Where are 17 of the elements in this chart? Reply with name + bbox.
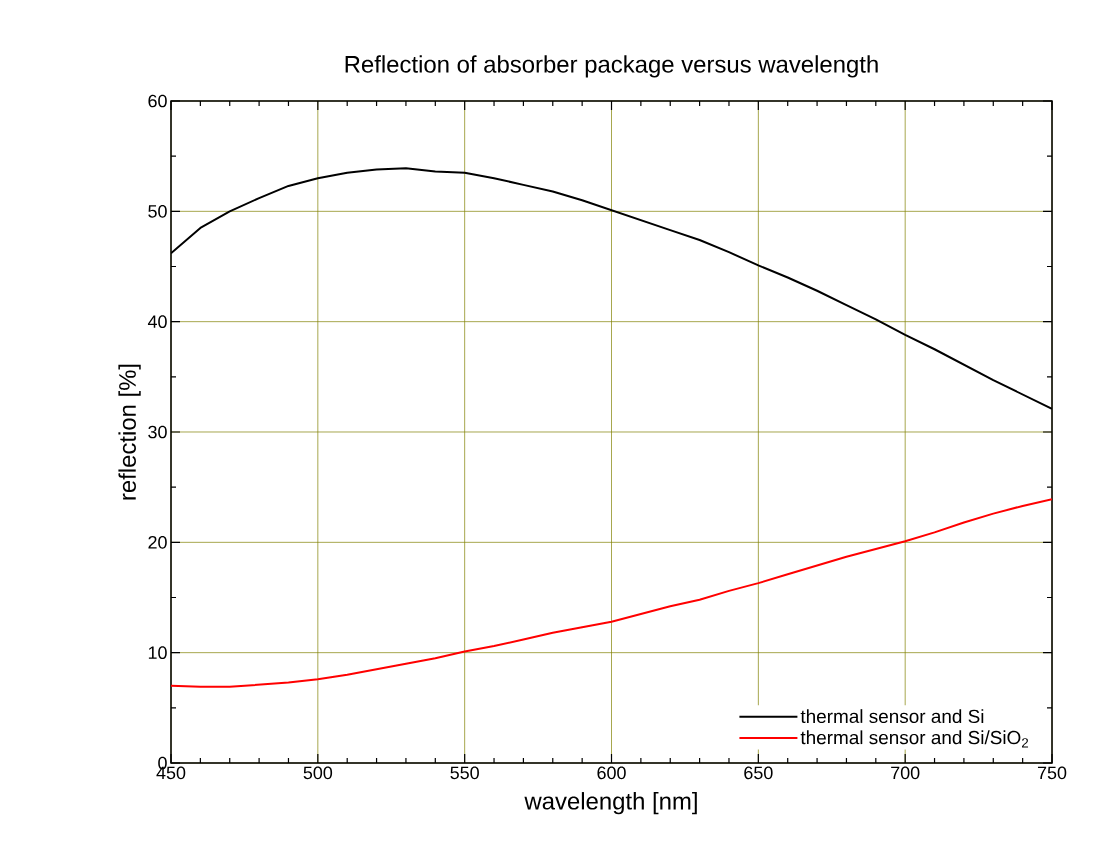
x-tick-label: 550: [450, 766, 479, 780]
x-axis-title: wavelength [nm]: [524, 792, 697, 815]
x-tick-label: 700: [891, 766, 920, 780]
x-tick-label: 750: [1037, 766, 1067, 780]
chart-title: Reflection of absorber package versus wavelength: [345, 55, 878, 78]
y-tick-label: 40: [147, 315, 167, 329]
x-tick-label: 600: [597, 766, 626, 780]
y-tick-label: 10: [148, 646, 167, 660]
y-tick-label: 30: [148, 425, 167, 439]
y-tick-label: 50: [148, 204, 167, 218]
y-tick-label: 60: [148, 94, 167, 108]
legend-label: thermal sensor and Si/SiO$_{2}$: [800, 730, 1029, 748]
x-tick-label: 650: [744, 766, 773, 780]
y-axis-title: reflection [%]: [118, 364, 141, 500]
x-tick-label: 500: [303, 766, 333, 780]
legend-label: thermal sensor and Si: [800, 709, 984, 724]
y-tick-label: 20: [148, 535, 167, 549]
